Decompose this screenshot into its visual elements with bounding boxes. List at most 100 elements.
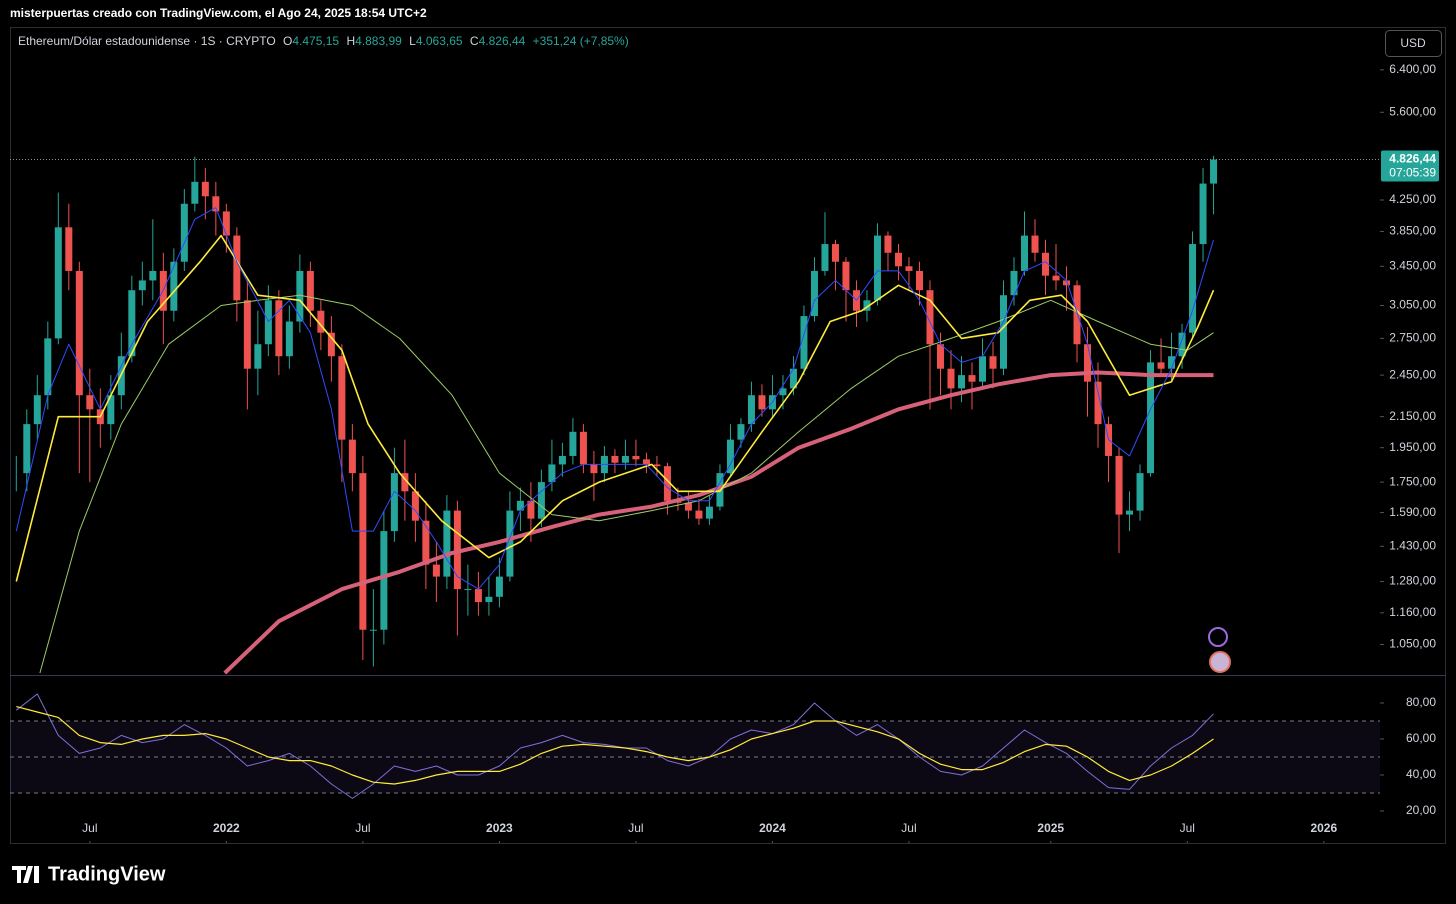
candle-body	[1084, 344, 1092, 382]
candle-body	[485, 596, 493, 603]
c-label: C	[470, 34, 479, 48]
candle-body	[947, 368, 955, 389]
candle-body	[705, 506, 713, 519]
y-tick-label: 3.450,00	[1389, 258, 1436, 272]
candle-body	[1073, 285, 1081, 345]
candle-body	[831, 244, 839, 262]
candle-body	[821, 244, 829, 271]
candle-body	[317, 310, 325, 333]
candle-body	[1010, 270, 1018, 296]
y-tick-label: 1.950,00	[1389, 440, 1436, 454]
candle-body	[191, 181, 199, 204]
candle-body	[432, 564, 440, 577]
rsi-pane	[10, 693, 1380, 799]
candle-body	[999, 295, 1007, 369]
y-tick-label: 2.450,00	[1389, 367, 1436, 381]
x-tick-label: Jul	[901, 821, 916, 835]
candle-body	[1021, 235, 1029, 271]
y-tick-label: 1.430,00	[1389, 538, 1436, 552]
candle-body	[107, 395, 115, 425]
o-label: O	[283, 34, 292, 48]
candle-body	[495, 576, 503, 597]
candle-body	[422, 520, 430, 565]
candle-body	[926, 290, 934, 345]
candle-body	[1157, 362, 1165, 369]
candle-body	[1115, 455, 1123, 515]
candle-body	[695, 510, 703, 519]
candle-body	[548, 464, 556, 483]
y-tick-label: 3.050,00	[1389, 298, 1436, 312]
currency[interactable]: USD	[1400, 36, 1426, 50]
candle-body	[401, 473, 409, 492]
candle-body	[842, 261, 850, 291]
moving-average	[39, 294, 1214, 674]
candle-body	[884, 235, 892, 253]
candle-body	[905, 266, 913, 271]
y-tick-label: 3.850,00	[1389, 224, 1436, 238]
candle-body	[296, 270, 304, 322]
candle-body	[737, 424, 745, 440]
candle-body	[1189, 244, 1197, 333]
candle-body	[1042, 252, 1050, 276]
axes: 6.400,00 5.600,00 4.250,00 3.850,00 3.450,00…	[82, 62, 1439, 843]
high: 4.883,99	[355, 34, 402, 48]
open: 4.475,15	[292, 34, 339, 48]
candle-body	[779, 388, 787, 396]
symbol: Ethereum/Dólar estadounidense · 1S · CRY…	[18, 34, 276, 48]
candle-body	[915, 270, 923, 291]
candle-body	[968, 375, 976, 382]
currency-button[interactable]	[1385, 30, 1442, 57]
y-tick-label: 5.600,00	[1389, 104, 1436, 118]
candle-body	[527, 500, 535, 519]
y-tick-label: 60,00	[1406, 731, 1436, 745]
candle-body	[390, 473, 398, 532]
candle-body	[1136, 473, 1144, 511]
candle-body	[989, 356, 997, 369]
y-tick-label: 1.280,00	[1389, 574, 1436, 588]
y-tick-label: 2.750,00	[1389, 331, 1436, 345]
candle-body	[663, 466, 671, 501]
candle-body	[306, 270, 314, 311]
x-tick-label: 2024	[759, 821, 786, 835]
change: +351,24 (+7,85%)	[533, 34, 629, 48]
countdown: 07:05:39	[1389, 166, 1436, 180]
y-tick-label: 1.160,00	[1389, 605, 1436, 619]
candle-body	[1031, 235, 1039, 253]
candle-body	[128, 290, 136, 357]
candle-body	[86, 395, 94, 410]
candle-body	[1126, 510, 1134, 515]
last-price-box	[1381, 150, 1439, 182]
candle-body	[254, 344, 262, 369]
candle-body	[201, 181, 209, 197]
candle-body	[810, 270, 818, 317]
candle-body	[579, 431, 587, 465]
candle-body	[800, 316, 808, 369]
x-tick-label: 2022	[213, 821, 240, 835]
candle-body	[558, 455, 566, 465]
legend: Ethereum/Dólar estadounidense · 1S · CRY…	[18, 34, 629, 48]
candle-body	[1094, 381, 1102, 425]
candle-body	[464, 589, 472, 591]
candle-body	[338, 356, 346, 440]
candle-body	[474, 589, 482, 603]
candle-body	[978, 356, 986, 382]
y-tick-label: 2.150,00	[1389, 409, 1436, 423]
x-tick-label: Jul	[355, 821, 370, 835]
candle-body	[180, 203, 188, 262]
y-tick-label: 1.590,00	[1389, 505, 1436, 519]
y-tick-label: 1.050,00	[1389, 637, 1436, 651]
close: 4.826,44	[479, 34, 526, 48]
candle-body	[1052, 275, 1060, 281]
candle-body	[348, 439, 356, 474]
candle-body	[516, 500, 524, 511]
candle-body	[873, 235, 881, 301]
candle-body	[212, 196, 220, 212]
moving-average	[223, 370, 1214, 675]
candle-body	[264, 300, 272, 345]
event-icon[interactable]	[1208, 627, 1228, 647]
x-tick-label: 2026	[1310, 821, 1337, 835]
flag-icon[interactable]	[1209, 651, 1231, 673]
rsi-line	[15, 693, 1214, 799]
l-label: L	[409, 34, 416, 48]
candle-body	[747, 395, 755, 425]
